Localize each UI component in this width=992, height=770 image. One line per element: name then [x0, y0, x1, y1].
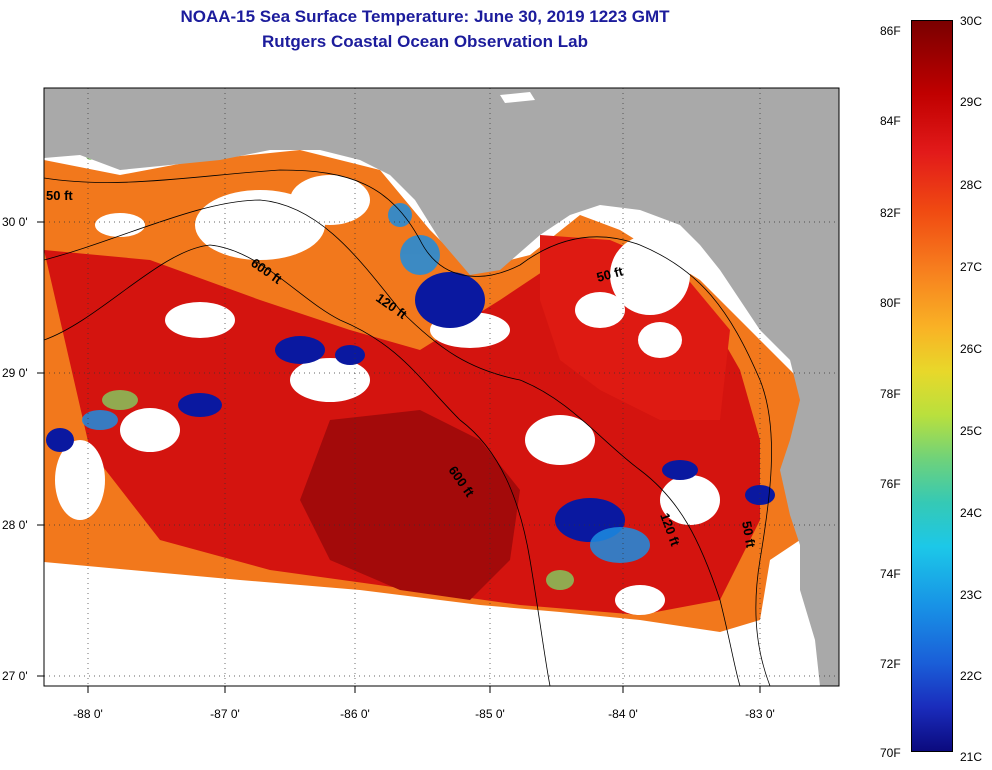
contour-label-50ft-east: 50 ft — [595, 263, 625, 285]
colorbar-c-label: 21C — [960, 750, 983, 764]
map-title: NOAA-15 Sea Surface Temperature: June 30… — [180, 7, 670, 26]
map-subtitle: Rutgers Coastal Ocean Observation Lab — [262, 32, 588, 51]
lat-tick-label: 28 0' — [2, 518, 28, 532]
lon-tick-label: -87 0' — [210, 707, 240, 721]
colorbar-c-label: 27C — [960, 260, 983, 274]
depth-contours — [44, 169, 772, 686]
colorbar-f-label: 78F — [880, 387, 901, 401]
colorbar-f-label: 80F — [880, 296, 901, 310]
colorbar-f-label: 76F — [880, 477, 901, 491]
colorbar-c-label: 25C — [960, 424, 983, 438]
sst-hot-core — [300, 410, 520, 600]
temperature-colorbar — [911, 20, 953, 752]
colorbar-c-label: 30C — [960, 14, 983, 28]
colorbar-f-label: 70F — [880, 746, 901, 760]
lon-tick-label: -84 0' — [608, 707, 638, 721]
lon-tick-label: -86 0' — [340, 707, 370, 721]
colorbar-c-label: 28C — [960, 178, 983, 192]
colorbar-f-label: 72F — [880, 657, 901, 671]
colorbar-f-label: 82F — [880, 206, 901, 220]
tick-marks — [37, 221, 761, 693]
lat-tick-label: 27 0' — [2, 669, 28, 683]
lat-tick-label: 30 0' — [2, 215, 28, 229]
colorbar-f-label: 84F — [880, 114, 901, 128]
map-frame — [43, 87, 840, 687]
lon-tick-label: -83 0' — [745, 707, 775, 721]
land-mass — [44, 88, 839, 686]
colorbar-f-label: 74F — [880, 567, 901, 581]
lon-tick-label: -85 0' — [475, 707, 505, 721]
cool-water-patches — [82, 203, 650, 563]
colorbar-c-label: 22C — [960, 669, 983, 683]
contour-label-50ft-south: 50 ft — [739, 520, 759, 550]
lat-tick-label: 29 0' — [2, 366, 28, 380]
lon-tick-label: -88 0' — [73, 707, 103, 721]
colorbar-c-label: 23C — [960, 588, 983, 602]
colorbar-c-label: 26C — [960, 342, 983, 356]
colorbar-f-label: 86F — [880, 24, 901, 38]
contour-label-50ft-west: 50 ft — [46, 188, 73, 203]
colorbar-c-label: 24C — [960, 506, 983, 520]
colorbar-c-label: 29C — [960, 95, 983, 109]
land-bay — [500, 92, 535, 103]
cold-water-patches — [46, 272, 775, 542]
